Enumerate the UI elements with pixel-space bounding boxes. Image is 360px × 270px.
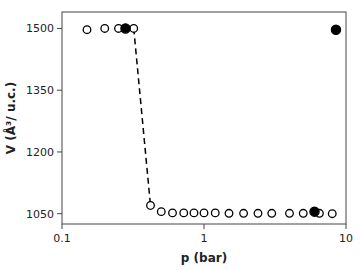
filled-point [331, 25, 340, 34]
open-point [268, 209, 276, 217]
filled-point [310, 207, 319, 216]
open-point [180, 209, 188, 217]
x-tick [62, 224, 63, 229]
open-point [169, 209, 177, 217]
y-tick-label: 1500 [26, 22, 54, 35]
chart-container: 0.1 1 10 1050 1200 1350 1500 p (bar) V (Å³/ u.c.… [0, 0, 360, 270]
line [134, 28, 151, 205]
open-point [225, 209, 233, 217]
open-point [83, 26, 91, 34]
open-point [211, 209, 219, 217]
y-axis-label: V (Å³/ u.c.) [3, 82, 18, 154]
y-tick-label: 1350 [26, 84, 54, 97]
y-tick-label: 1200 [26, 146, 54, 159]
open-point [147, 202, 155, 210]
open-point [157, 208, 165, 216]
open-point [240, 209, 248, 217]
open-point [190, 209, 198, 217]
y-tick [57, 151, 62, 152]
chart: 0.1 1 10 1050 1200 1350 1500 p (bar) V (Å³/ u.c.… [0, 0, 360, 270]
open-point [254, 209, 262, 217]
open-point [328, 210, 336, 218]
y-tick [57, 90, 62, 91]
open-point [286, 209, 294, 217]
plot-area [83, 24, 340, 218]
filled-point [121, 24, 130, 33]
x-tick-label: 1 [201, 232, 208, 245]
x-tick [346, 224, 347, 229]
open-point [130, 25, 138, 33]
y-tick [57, 213, 62, 214]
x-tick-label: 10 [339, 232, 353, 245]
x-tick [204, 224, 205, 229]
x-tick-label: 0.1 [53, 232, 71, 245]
x-axis-label: p (bar) [181, 251, 227, 265]
open-point [101, 25, 109, 33]
y-tick [57, 28, 62, 29]
y-tick-label: 1050 [26, 208, 54, 221]
plot-frame [62, 12, 346, 224]
open-point [200, 209, 208, 217]
open-point [299, 209, 307, 217]
